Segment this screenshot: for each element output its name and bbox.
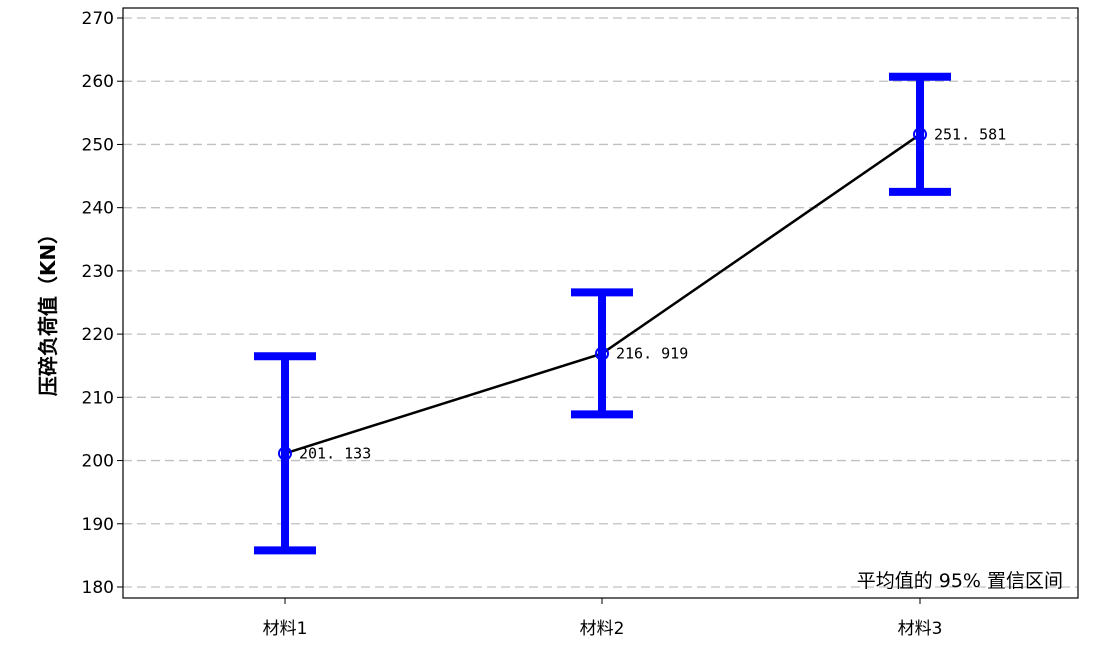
y-tick-label: 220 (82, 325, 114, 345)
y-tick-label: 190 (82, 515, 114, 535)
y-tick-label: 200 (82, 452, 114, 472)
data-label: 216. 919 (616, 345, 688, 363)
plot-frame (122, 7, 1079, 599)
x-tick-label: 材料2 (580, 619, 625, 639)
y-axis: 180 190 200 210 220 230 240 250 260 270 (82, 9, 123, 598)
x-axis: 材料1 材料2 材料3 (263, 598, 943, 639)
y-axis-label: 压碎负荷值（KN） (36, 224, 60, 396)
y-tick-label: 230 (82, 262, 114, 282)
data-label: 251. 581 (934, 125, 1006, 143)
data-label: 201. 133 (299, 444, 371, 462)
y-tick-label: 210 (82, 388, 114, 408)
y-tick-label: 270 (82, 9, 114, 29)
y-tick-label: 260 (82, 72, 114, 92)
mean-marker (913, 127, 927, 142)
y-tick-label: 240 (82, 199, 114, 219)
y-tick-label: 250 (82, 135, 114, 155)
error-bars (254, 72, 951, 555)
data-points (278, 127, 927, 461)
data-labels: 201. 133 216. 919 251. 581 (299, 125, 1006, 462)
mean-marker (278, 446, 292, 461)
ci-annotation: 平均值的 95% 置信区间 (857, 570, 1063, 592)
x-tick-label: 材料3 (898, 619, 943, 639)
mean-marker (595, 346, 609, 361)
y-tick-label: 180 (82, 578, 114, 598)
x-tick-label: 材料1 (263, 619, 308, 639)
